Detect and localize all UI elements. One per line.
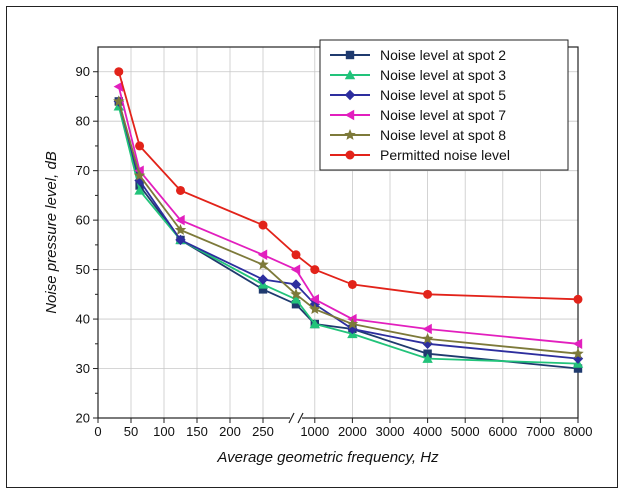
x-axis-title: Average geometric frequency, Hz xyxy=(216,449,439,466)
y-tick-label: 60 xyxy=(76,213,90,228)
legend-label: Noise level at spot 5 xyxy=(380,87,506,103)
series-5-point xyxy=(113,95,125,107)
y-tick-label: 70 xyxy=(76,163,90,178)
series-6-point xyxy=(347,279,357,289)
y-tick-label: 80 xyxy=(76,114,90,129)
series-6-point xyxy=(258,220,268,230)
x-tick-label: 4000 xyxy=(413,424,442,439)
series-4-point xyxy=(572,338,583,349)
axis-break-gap xyxy=(290,415,302,421)
series-2-point xyxy=(290,294,302,304)
series-5-point xyxy=(572,347,584,359)
series-2-point xyxy=(422,353,433,363)
series-5-point xyxy=(257,258,269,270)
y-tick-label: 40 xyxy=(76,312,90,327)
x-tick-label: 6000 xyxy=(488,424,517,439)
series-3-point xyxy=(175,234,186,246)
x-tick-label: 100 xyxy=(153,424,175,439)
y-tick-label: 90 xyxy=(76,64,90,79)
legend-marker xyxy=(344,69,356,80)
x-tick-label: 3000 xyxy=(376,424,405,439)
legend-label: Permitted noise level xyxy=(380,147,510,163)
series-4-point xyxy=(290,264,301,275)
series-5-point xyxy=(309,303,321,315)
x-tick-label: 150 xyxy=(186,424,208,439)
series-6-point xyxy=(310,265,320,275)
legend-label: Noise level at spot 7 xyxy=(380,107,506,123)
series-4-point xyxy=(175,214,185,226)
x-tick-label: 7000 xyxy=(526,424,555,439)
series-5-point xyxy=(421,332,434,344)
series-6-point xyxy=(135,141,145,151)
series-1-point xyxy=(258,285,268,294)
axis-break-mark xyxy=(297,412,304,424)
series-1-point xyxy=(573,364,583,373)
x-tick-label: 1000 xyxy=(300,424,329,439)
x-tick-label: 50 xyxy=(124,424,138,439)
x-tick-label: 5000 xyxy=(451,424,480,439)
legend-marker xyxy=(344,129,356,140)
legend-box xyxy=(319,39,569,171)
series-3-point xyxy=(257,274,269,285)
y-tick-label: 30 xyxy=(76,361,90,376)
series-5-point xyxy=(290,288,302,300)
series-4-point xyxy=(257,249,268,260)
series-6-point xyxy=(114,67,124,77)
legend-marker xyxy=(345,150,355,160)
legend-marker xyxy=(344,109,355,121)
x-tick-label: 250 xyxy=(252,424,274,439)
x-tick-label: 0 xyxy=(94,424,101,439)
y-axis-title: Noise pressure level, dB xyxy=(43,151,60,314)
y-tick-label: 20 xyxy=(76,411,90,426)
axis-break-mark xyxy=(288,412,295,424)
series-6-point xyxy=(176,185,185,195)
legend-marker xyxy=(345,50,355,60)
series-6-point xyxy=(423,289,433,299)
series-4-point xyxy=(347,313,357,325)
legend-label: Noise level at spot 2 xyxy=(380,47,506,63)
legend-marker xyxy=(344,89,356,101)
x-tick-label: 200 xyxy=(219,424,241,439)
series-3-point xyxy=(290,279,302,290)
legend-label: Noise level at spot 3 xyxy=(380,67,506,83)
series-2-point xyxy=(134,185,145,195)
series-5-point xyxy=(346,318,359,329)
series-5-point xyxy=(174,224,187,235)
legend-label: Noise level at spot 8 xyxy=(380,127,506,143)
series-4-point xyxy=(113,81,123,92)
x-tick-label: 2000 xyxy=(338,424,367,439)
series-4-point xyxy=(422,323,432,335)
series-6-point xyxy=(573,294,583,304)
x-tick-label: 8000 xyxy=(564,424,593,439)
y-tick-label: 50 xyxy=(76,262,90,277)
series-1-point xyxy=(291,300,301,309)
series-5-point xyxy=(133,169,146,181)
series-6-point xyxy=(291,250,301,260)
series-2-point xyxy=(309,318,320,329)
series-4-point xyxy=(309,294,319,305)
